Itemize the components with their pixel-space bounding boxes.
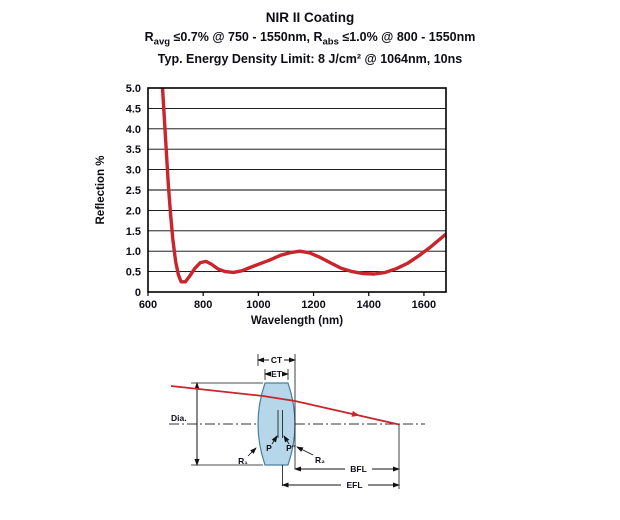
y-tick-label: 0 [135,287,141,299]
y-tick-label: 4.5 [126,103,141,115]
y-tick-label: 2.5 [126,185,141,197]
y-tick-label: 4.0 [126,124,141,136]
r1-label: R₁ [238,456,248,466]
spec-line-reflectance: Ravg ≤0.7% @ 750 - 1550nm, Rabs ≤1.0% @ … [0,28,620,50]
spec1-part2: ≤0.7% @ 750 - 1550nm, R [170,30,323,44]
chart-frame [147,87,447,293]
efl-label: EFL [346,480,362,490]
x-tick-label: 1200 [301,299,325,311]
x-tick-label: 1600 [412,299,436,311]
x-tick-label: 800 [194,299,212,311]
y-tick-label: 1.5 [126,226,141,238]
x-tick-label: 1000 [246,299,270,311]
reflection-chart-svg: 0 0.5 1.0 1.5 2.0 2.5 3.0 3.5 4.0 4.5 5.0 600 800 100… [95,83,447,327]
p-doubleprime-label: P″ [286,443,296,453]
x-tick-label: 600 [139,299,157,311]
y-tick-label: 5.0 [126,83,141,95]
lens-body [257,382,296,466]
y-tick-label: 2.0 [126,205,141,217]
figure-title: NIR II Coating [265,10,355,25]
dia-label: Dia. [171,413,187,423]
y-axis-label: Reflection % [95,155,107,224]
light-ray-arrowhead [351,410,360,417]
p-label: P [266,443,272,453]
spec1-sub-abs: abs [322,36,339,48]
ct-label: CT [271,355,283,365]
reflection-curve [160,88,446,284]
light-ray [170,385,400,426]
r2-label: R₂ [315,455,325,465]
et-label: ET [271,369,283,379]
reflection-chart: 0 0.5 1.0 1.5 2.0 2.5 3.0 3.5 4.0 4.5 5.0 600 800 100… [90,80,462,335]
spec1-part1: R [144,30,154,44]
y-tick-label: 3.5 [126,144,141,156]
p-pointer-arrow [271,435,278,445]
bfl-label: BFL [350,464,367,474]
spec1-part3: ≤1.0% @ 800 - 1550nm [338,30,476,44]
p2-pointer-arrow [283,435,290,445]
lens-diagram-svg: Dia. CT ET P P″ R₁ R₂ BFL [169,354,425,490]
r2-pointer-arrow [296,446,314,456]
x-tick-label: 1400 [356,299,380,311]
spec-line-energy-density: Typ. Energy Density Limit: 8 J/cm² @ 106… [157,51,463,66]
spec1-sub-avg: avg [153,36,171,48]
y-tick-label: 0.5 [126,267,141,279]
lens-diagram: Dia. CT ET P P″ R₁ R₂ BFL [163,348,435,509]
r1-pointer-arrow [247,447,257,457]
y-tick-label: 1.0 [126,246,141,258]
y-tick-label: 3.0 [126,165,141,177]
figure-header: NIR II Coating Ravg ≤0.7% @ 750 - 1550nm… [0,10,620,69]
x-axis-label: Wavelength (nm) [251,315,343,327]
